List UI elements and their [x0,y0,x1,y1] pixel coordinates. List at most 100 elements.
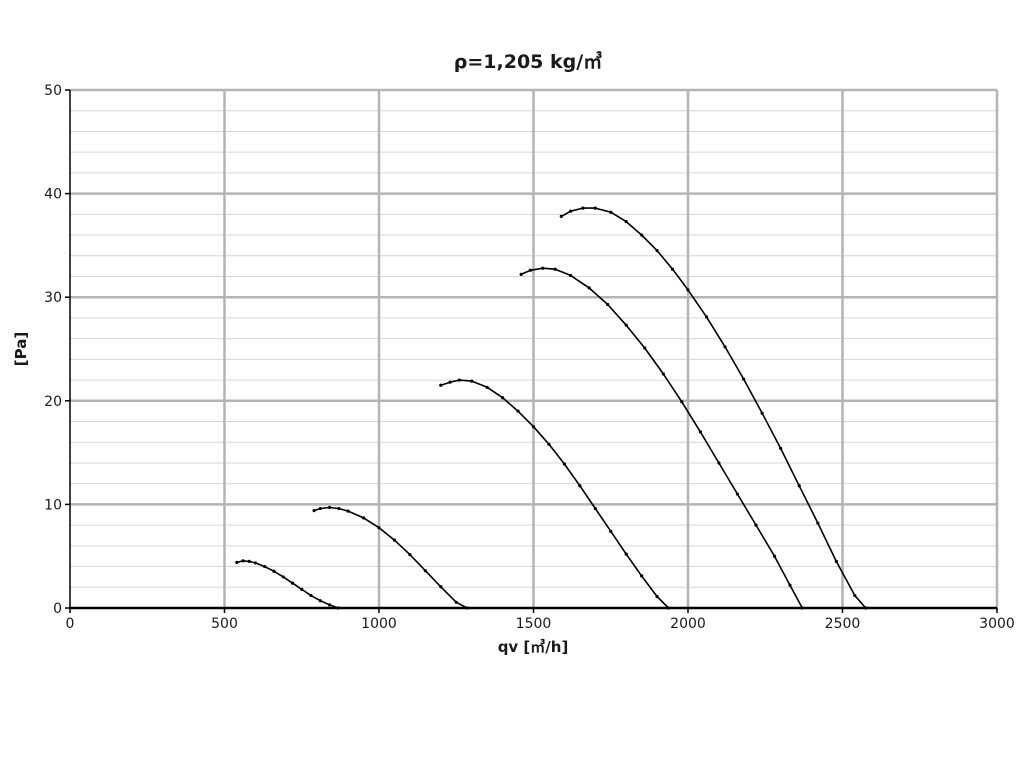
data-point [553,267,557,271]
data-point [609,529,613,533]
data-point [661,372,665,376]
data-point [361,516,366,520]
data-point [670,267,675,271]
x-tick-label: 500 [211,616,238,632]
data-point [272,569,276,573]
data-point [263,564,267,569]
data-point [816,521,820,525]
y-tick-label: 0 [53,601,62,617]
data-point [531,425,536,429]
data-point [247,559,251,563]
data-point [253,561,257,565]
data-point [779,446,783,451]
series-lines [235,206,868,610]
data-point [834,559,838,563]
fan-curve-4 [520,267,804,609]
data-point [788,583,792,587]
data-point [568,209,573,213]
data-point [772,554,777,558]
data-point [704,315,709,319]
data-point [609,210,613,214]
y-tick-label: 50 [44,83,62,99]
data-point [541,266,545,270]
data-point [408,553,412,557]
data-point [606,302,610,307]
data-point [640,574,644,578]
fan-curve-2 [313,506,468,609]
data-point [624,552,628,556]
data-point [241,559,245,563]
data-point [392,538,397,542]
data-point [643,346,647,350]
data-point [318,599,322,603]
data-point [742,377,746,381]
data-point [327,505,332,510]
data-point [454,600,458,604]
data-point [559,214,563,218]
data-point [346,509,350,513]
data-point [587,286,591,290]
fan-curve-5 [560,207,867,609]
data-point [318,506,322,511]
x-tick-label: 3000 [979,616,1015,632]
y-tick-label: 30 [44,290,62,306]
data-point [312,509,316,513]
data-point [581,206,585,210]
fan-curve-3 [440,379,670,609]
data-point [309,593,313,598]
data-point [235,560,239,565]
data-point [797,484,801,488]
y-tick-label: 10 [44,497,62,513]
x-tick-label: 1000 [361,616,397,632]
data-point [593,506,597,511]
data-point [680,400,684,404]
data-point [655,595,659,599]
y-axis-label: [Pa] [12,332,30,366]
data-point [754,523,758,527]
data-point [501,396,505,400]
axes [65,89,998,613]
data-point [519,272,523,277]
data-point [655,248,659,253]
x-tick-label: 2000 [670,616,706,632]
data-point [528,268,533,272]
x-tick-label: 2500 [825,616,861,632]
data-point [717,461,721,465]
data-point [300,587,304,591]
data-point [698,430,702,434]
data-point [485,385,489,389]
data-point [439,585,443,589]
data-point [723,345,727,349]
data-point [470,379,474,383]
y-tick-label: 20 [44,394,62,410]
data-point [562,462,567,466]
data-point [290,581,295,585]
data-point [624,219,628,224]
data-point [760,411,764,415]
data-point [593,206,597,210]
data-point [327,603,332,607]
y-tick-label: 40 [44,187,62,203]
data-point [457,378,461,382]
fan-curve-1 [236,560,339,609]
x-tick-label: 0 [66,616,75,632]
data-point [578,484,582,488]
data-point [337,506,341,511]
chart-title: ρ=1,205 kg/㎥ [454,50,602,73]
data-point [735,492,740,496]
data-point [686,288,690,292]
data-point [423,569,427,573]
data-point [281,575,285,579]
data-point [853,593,857,598]
data-point [624,323,628,327]
grid [70,88,999,608]
data-point [439,383,443,387]
data-point [568,273,573,278]
x-tick-label: 1500 [516,616,552,632]
data-point [547,442,551,446]
data-point [516,409,520,413]
data-point [448,380,452,384]
data-point [377,526,381,530]
